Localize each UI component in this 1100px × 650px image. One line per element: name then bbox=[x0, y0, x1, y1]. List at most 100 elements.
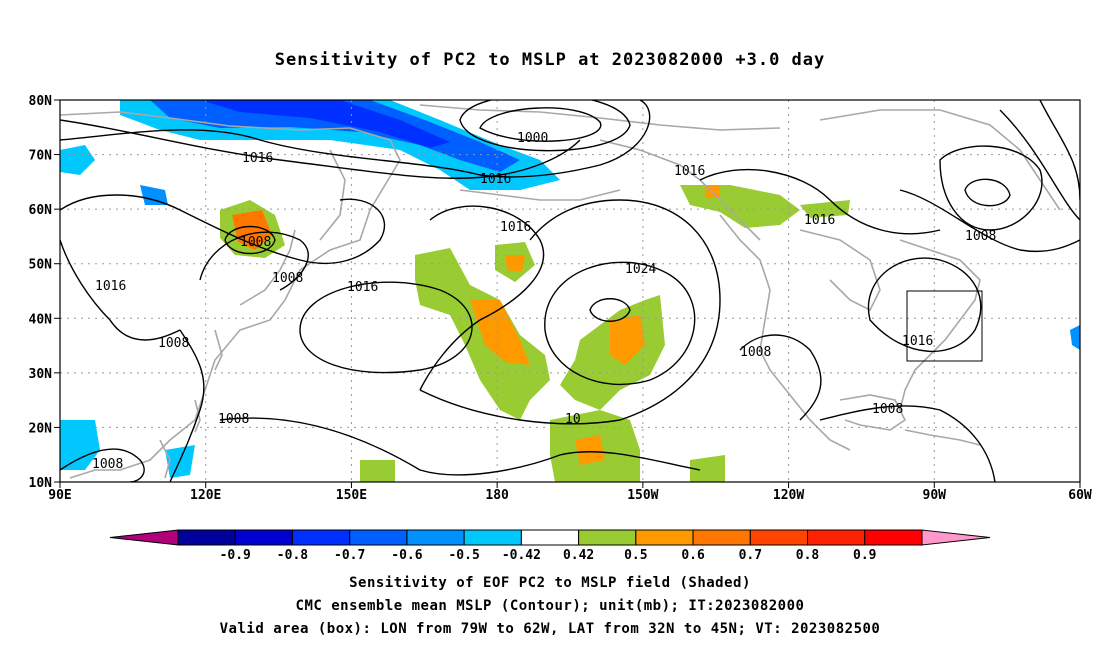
colorbar-label: -0.8 bbox=[277, 548, 308, 563]
colorbar-label: 0.7 bbox=[739, 548, 762, 563]
contour-label: 1024 bbox=[625, 262, 656, 277]
shade-positive-south-pac-core bbox=[575, 435, 605, 465]
coast-greenland bbox=[819, 109, 1061, 211]
shade-negative-arctic-core bbox=[150, 100, 520, 172]
colorbar-segment bbox=[578, 529, 637, 546]
y-tick-label: 10N bbox=[29, 476, 53, 491]
colorbar-label: -0.5 bbox=[448, 548, 479, 563]
x-tick-label: 90W bbox=[923, 488, 947, 503]
contour-1016-namer bbox=[699, 168, 941, 235]
contour-1016-low-pac bbox=[299, 281, 473, 374]
coast-na-west bbox=[719, 214, 851, 451]
contour-labels: 1000 1016 1016 1016 1008 1008 1016 1024 … bbox=[92, 131, 996, 472]
shade-positive-mexico bbox=[690, 455, 725, 482]
mslp-contours bbox=[60, 100, 1080, 482]
contour-1024-high bbox=[544, 261, 696, 386]
colorbar-segment bbox=[749, 529, 809, 546]
contour-label: 1016 bbox=[95, 279, 126, 294]
contour-1008-arctic bbox=[459, 100, 631, 152]
x-tick-label: 150W bbox=[627, 488, 658, 503]
contour-1008-west-us bbox=[739, 334, 822, 421]
caption-line-1: Sensitivity of EOF PC2 to MSLP field (Sh… bbox=[349, 575, 751, 591]
contour-label: 1008 bbox=[158, 336, 189, 351]
contour-label: 1016 bbox=[347, 280, 378, 295]
coast-na-east bbox=[899, 239, 981, 411]
caption-line-3: Valid area (box): LON from 79W to 62W, L… bbox=[219, 621, 881, 637]
coast-kamchatka bbox=[319, 149, 346, 241]
contour-label: 1008 bbox=[92, 457, 123, 472]
contour-1016-atlantic bbox=[867, 257, 982, 352]
contour-1000-arctic bbox=[479, 107, 602, 142]
x-tick-label: 180 bbox=[485, 488, 509, 503]
contour-1008-gulf bbox=[819, 405, 996, 482]
colorbar-label: 0.6 bbox=[681, 548, 705, 563]
contour-label: 1016 bbox=[242, 151, 273, 166]
x-axis: 90E 120E 150E 180 150W 120W 90W 60W bbox=[48, 482, 1092, 503]
colorbar-segment bbox=[463, 529, 522, 546]
coast-taiwan bbox=[194, 399, 201, 433]
y-axis: 10N 20N 30N 40N 50N 60N 70N 80N bbox=[29, 94, 60, 491]
contour-1016-high-outer bbox=[419, 199, 721, 425]
colorbar-label: 0.8 bbox=[796, 548, 820, 563]
shade-negative-west bbox=[60, 145, 95, 175]
shade-positive-alaska bbox=[680, 185, 800, 228]
coast-philippines bbox=[159, 439, 171, 479]
colorbar-label: -0.7 bbox=[334, 548, 365, 563]
shade-negative-arctic-deep bbox=[200, 100, 450, 148]
contour-label: 1008 bbox=[272, 271, 303, 286]
shade-positive-central-pac-core bbox=[470, 300, 530, 365]
contour-high-core bbox=[589, 298, 631, 322]
contour-1016-nw bbox=[60, 119, 581, 179]
caption-line-2: CMC ensemble mean MSLP (Contour); unit(m… bbox=[295, 598, 805, 614]
contour-ne-core bbox=[964, 178, 1011, 207]
contour-east-atl bbox=[999, 100, 1080, 221]
contour-1008-ne bbox=[939, 145, 1043, 231]
map-frame bbox=[59, 99, 1081, 483]
y-tick-label: 70N bbox=[29, 149, 53, 164]
y-tick-label: 40N bbox=[29, 312, 53, 327]
colorbar-label: 0.5 bbox=[624, 548, 647, 563]
contour-1016-asia bbox=[60, 239, 181, 341]
contour-label: 1016 bbox=[804, 213, 835, 228]
y-tick-label: 50N bbox=[29, 258, 53, 273]
shade-negative-sw bbox=[60, 420, 100, 470]
valid-area-box bbox=[906, 290, 983, 362]
y-tick-label: 30N bbox=[29, 367, 53, 382]
colorbar-segment bbox=[520, 529, 580, 546]
shade-positive-hawaii bbox=[360, 460, 395, 482]
contour-asia-trough bbox=[169, 329, 205, 482]
colorbar-segment bbox=[177, 529, 236, 546]
x-tick-label: 120E bbox=[190, 488, 221, 503]
contour-label: 1008 bbox=[872, 402, 903, 417]
contour-label: 1008 bbox=[740, 345, 771, 360]
colorbar-segment bbox=[807, 529, 866, 546]
shade-positive-east-pac-core bbox=[610, 315, 645, 365]
colorbar-label: -0.6 bbox=[391, 548, 422, 563]
contour-label: 1008 bbox=[218, 412, 249, 427]
colorbar-label: 0.42 bbox=[563, 548, 594, 563]
colorbar-label: -0.42 bbox=[502, 548, 541, 563]
contour-label: 1016 bbox=[902, 334, 933, 349]
colorbar-end-right bbox=[921, 529, 991, 546]
coast-asia bbox=[60, 111, 401, 479]
colorbar-segment bbox=[635, 529, 694, 546]
contour-label: 1008 bbox=[240, 235, 271, 250]
coast-korea bbox=[214, 329, 223, 371]
coast-gulf-mexico bbox=[839, 394, 907, 431]
contour-label: 1016 bbox=[674, 164, 705, 179]
coast-caribbean bbox=[904, 429, 981, 446]
contour-label: 1008 bbox=[965, 229, 996, 244]
chart-title: Sensitivity of PC2 to MSLP at 2023082000… bbox=[274, 50, 826, 70]
contour-1016-kamchatka bbox=[199, 231, 309, 291]
sensitivity-shading bbox=[60, 100, 1080, 482]
contour-1008-labrador bbox=[899, 189, 1080, 252]
contour-1008-west-sw bbox=[60, 448, 145, 482]
colorbar: -0.9 -0.8 -0.7 -0.6 -0.5 -0.42 0.42 0.5 0.6 0.7 0.… bbox=[109, 529, 991, 563]
x-tick-label: 120W bbox=[773, 488, 804, 503]
colorbar-segment bbox=[291, 529, 351, 546]
colorbar-segment bbox=[692, 529, 751, 546]
contour-label: 1016 bbox=[480, 172, 511, 187]
coast-hudson bbox=[799, 229, 881, 312]
colorbar-segment bbox=[864, 529, 923, 546]
contour-1008-asia bbox=[60, 194, 386, 265]
